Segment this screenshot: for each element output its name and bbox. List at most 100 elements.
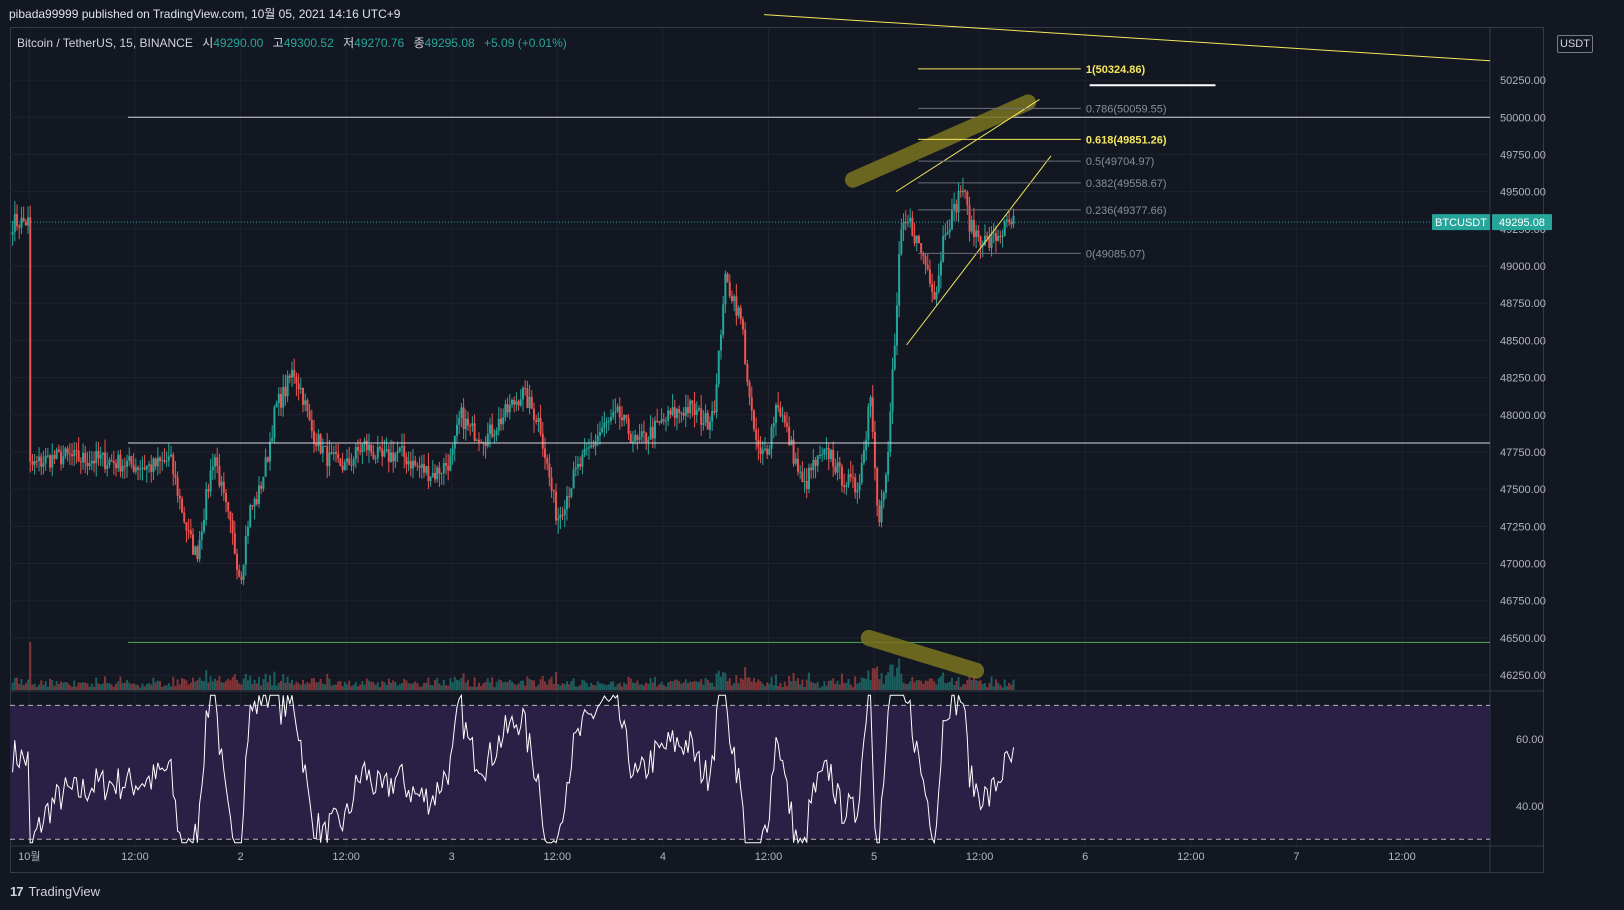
candle-body (876, 468, 879, 506)
candle-body (638, 437, 641, 440)
candle-body (264, 457, 267, 477)
volume-bar (475, 686, 478, 690)
candle-body (821, 454, 824, 456)
volume-bar (183, 679, 186, 690)
volume-bar (807, 672, 810, 690)
candle-body (95, 450, 98, 464)
volume-bar (803, 686, 806, 690)
volume-bar (11, 682, 14, 690)
volume-bar (972, 675, 975, 690)
candle-body (689, 400, 692, 414)
candle-body (132, 464, 135, 472)
candle-body (269, 441, 272, 462)
volume-bar (486, 678, 489, 690)
volume-bar (383, 682, 386, 690)
price-axis-label: 47750.00 (1500, 447, 1546, 459)
candle-body (462, 407, 465, 430)
candle-body (35, 461, 38, 463)
currency-badge[interactable]: USDT (1557, 35, 1593, 53)
candle-body (315, 443, 318, 447)
volume-bar (724, 672, 727, 690)
candle-body (774, 405, 777, 424)
volume-bar (933, 681, 936, 690)
candle-body (917, 235, 920, 244)
volume-bar (407, 683, 410, 690)
volume-bar (73, 680, 76, 690)
volume-bar (955, 680, 958, 690)
volume-bar (944, 683, 947, 690)
volume-bar (840, 673, 843, 690)
volume-bar (343, 681, 346, 690)
candle-body (156, 457, 159, 467)
volume-bar (251, 684, 254, 690)
volume-bar (851, 687, 854, 690)
volume-bar (629, 678, 632, 690)
price-axis-label: 48750.00 (1500, 298, 1546, 310)
price-axis-label: 46750.00 (1500, 596, 1546, 608)
candle-body (1008, 219, 1011, 223)
candle-body (198, 539, 201, 560)
volume-bar (115, 683, 118, 690)
candle-body (953, 203, 956, 210)
candle-body (150, 464, 153, 472)
volume-bar (992, 686, 995, 690)
volume-bar (225, 680, 228, 690)
volume-bar (431, 685, 434, 690)
volume-bar (686, 683, 689, 690)
volume-bar (814, 683, 817, 690)
candle-body (840, 466, 843, 486)
volume-bar (667, 682, 670, 690)
candle-body (117, 454, 120, 469)
volume-bar (691, 682, 694, 690)
candle-body (163, 460, 166, 462)
tradingview-brand[interactable]: 17 TradingView (10, 884, 100, 899)
candle-body (469, 425, 472, 427)
candle-body (777, 405, 780, 408)
candle-body (568, 496, 571, 498)
volume-bar (774, 674, 777, 690)
volume-bar (253, 679, 256, 690)
candle-body (887, 452, 890, 476)
candle-body (598, 431, 601, 436)
volume-bar (374, 684, 377, 690)
volume-bar (139, 687, 142, 690)
highlighter-stroke[interactable] (860, 629, 985, 679)
volume-bar (42, 684, 45, 690)
volume-bar (365, 678, 368, 690)
trendline[interactable] (906, 155, 1052, 346)
volume-bar (137, 685, 140, 690)
volume-bar (264, 673, 267, 690)
volume-bar (464, 682, 467, 690)
volume-bar (636, 680, 639, 690)
symbol-title[interactable]: Bitcoin / TetherUS, 15, BINANCE (17, 36, 193, 50)
volume-bar (170, 686, 173, 690)
highlighter-stroke[interactable] (844, 94, 1037, 188)
candle-body (576, 463, 579, 468)
volume-bar (612, 681, 615, 690)
volume-bar (781, 686, 784, 690)
candle-body (121, 465, 124, 472)
volume-bar (744, 667, 747, 690)
volume-bar (231, 677, 234, 690)
volume-bar (920, 680, 923, 690)
candle-body (42, 463, 45, 467)
candle-body (704, 412, 707, 423)
trendline[interactable] (895, 98, 1040, 193)
volume-bar (194, 681, 197, 690)
volume-bar (244, 674, 247, 690)
candle-body (825, 448, 828, 450)
candle-body (845, 485, 848, 487)
volume-bar (167, 683, 170, 690)
volume-bar (794, 680, 797, 690)
volume-bar (946, 682, 949, 690)
candle-body (233, 533, 236, 554)
candle-body (319, 434, 322, 454)
time-axis-label: 6 (1082, 851, 1088, 863)
candle-body (280, 393, 283, 408)
volume-bar (357, 686, 360, 690)
volume-bar (288, 682, 291, 690)
candle-body (988, 237, 991, 248)
volume-bar (216, 680, 219, 690)
trendline[interactable] (764, 14, 1491, 62)
